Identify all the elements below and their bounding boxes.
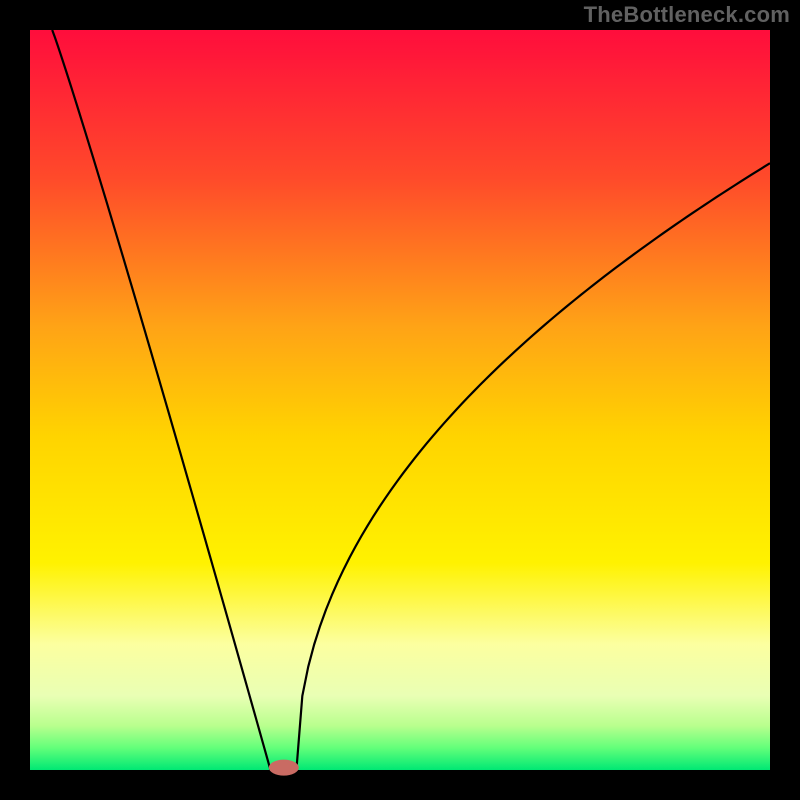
bottleneck-chart-svg: [0, 0, 800, 800]
chart-canvas: TheBottleneck.com: [0, 0, 800, 800]
optimal-marker: [269, 760, 299, 776]
plot-area: [30, 30, 770, 770]
watermark-text: TheBottleneck.com: [584, 2, 790, 28]
